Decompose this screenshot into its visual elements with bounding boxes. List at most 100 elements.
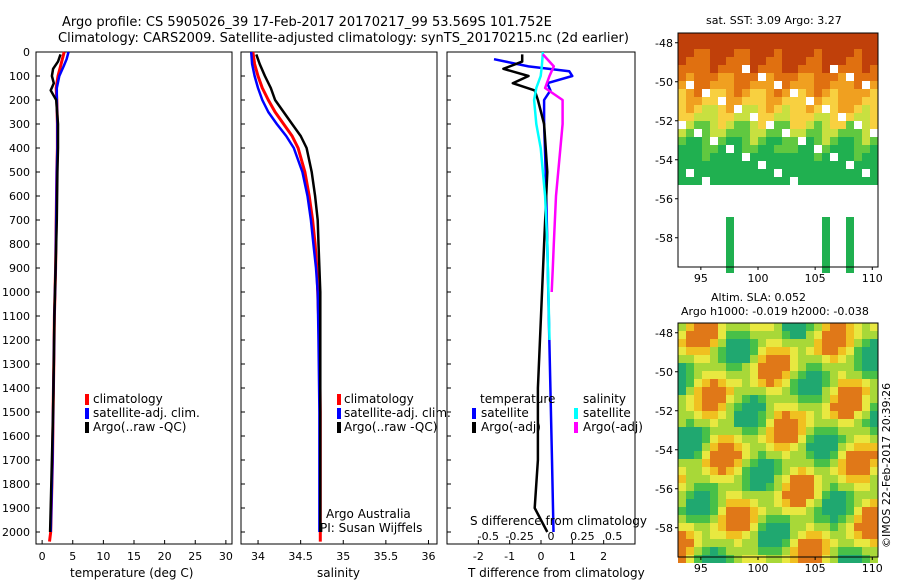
sla-cell bbox=[846, 435, 854, 443]
sst-cell bbox=[686, 201, 694, 209]
sst-cell bbox=[766, 57, 774, 65]
sla-cell bbox=[822, 419, 830, 427]
sst-cell bbox=[734, 217, 742, 225]
sst-cell bbox=[822, 185, 830, 193]
sst-cell bbox=[678, 241, 686, 249]
sla-cell bbox=[822, 363, 830, 371]
sla-cell bbox=[686, 555, 694, 563]
sst-cell bbox=[718, 265, 726, 273]
sst-cell bbox=[790, 201, 798, 209]
sst-cell bbox=[790, 153, 798, 161]
sst-cell bbox=[798, 137, 806, 145]
sla-cell bbox=[830, 507, 838, 515]
sla-cell bbox=[862, 491, 870, 499]
sst-cell bbox=[822, 145, 830, 153]
sla-cell bbox=[782, 515, 790, 523]
sst-cell bbox=[710, 33, 718, 41]
sst-cell bbox=[790, 89, 798, 97]
sst-cell bbox=[806, 65, 814, 73]
sla-cell bbox=[862, 467, 870, 475]
sst-cell bbox=[742, 33, 750, 41]
sst-cell bbox=[734, 177, 742, 185]
sla-cell bbox=[790, 483, 798, 491]
sst-cell bbox=[790, 41, 798, 49]
sst-cell bbox=[830, 113, 838, 121]
sla-cell bbox=[710, 379, 718, 387]
sst-cell bbox=[750, 145, 758, 153]
sla-cell bbox=[726, 475, 734, 483]
sla-cell bbox=[854, 531, 862, 539]
sst-cell bbox=[870, 89, 878, 97]
sst-cell bbox=[734, 33, 742, 41]
sst-cell bbox=[790, 233, 798, 241]
sst-cell bbox=[862, 169, 870, 177]
sst-cell bbox=[790, 177, 798, 185]
sst-cell bbox=[798, 241, 806, 249]
sla-cell bbox=[814, 419, 822, 427]
sla-cell bbox=[742, 547, 750, 555]
sst-cell bbox=[750, 233, 758, 241]
sla-cell bbox=[798, 515, 806, 523]
sla-cell bbox=[798, 419, 806, 427]
sla-cell bbox=[718, 363, 726, 371]
sst-cell bbox=[718, 113, 726, 121]
sst-cell bbox=[758, 41, 766, 49]
sla-cell bbox=[694, 507, 702, 515]
sla-cell bbox=[798, 331, 806, 339]
sla-cell bbox=[734, 371, 742, 379]
sla-cell bbox=[774, 379, 782, 387]
sst-cell bbox=[686, 81, 694, 89]
sla-cell bbox=[862, 403, 870, 411]
sst-cell bbox=[742, 161, 750, 169]
sla-cell bbox=[782, 483, 790, 491]
sst-cell bbox=[694, 33, 702, 41]
sst-cell bbox=[862, 233, 870, 241]
sla-cell bbox=[838, 467, 846, 475]
sla-cell bbox=[862, 411, 870, 419]
sla-cell bbox=[766, 499, 774, 507]
legend-swatch-argo bbox=[337, 422, 341, 433]
sst-cell bbox=[702, 185, 710, 193]
sla-cell bbox=[750, 443, 758, 451]
sla-cell bbox=[798, 547, 806, 555]
sla-cell bbox=[710, 547, 718, 555]
sst-cell bbox=[718, 129, 726, 137]
sla-cell bbox=[742, 387, 750, 395]
sla-cell bbox=[822, 515, 830, 523]
sla-cell bbox=[782, 363, 790, 371]
sla-cell bbox=[830, 347, 838, 355]
sla-cell bbox=[678, 467, 686, 475]
sla-cell bbox=[870, 547, 878, 555]
sla-cell bbox=[838, 323, 846, 331]
credit-pi: PI: Susan Wijffels bbox=[320, 521, 422, 535]
sla-cell bbox=[862, 443, 870, 451]
legend-swatch-temp-argo bbox=[472, 422, 476, 433]
sla-cell bbox=[750, 331, 758, 339]
sla-cell bbox=[846, 555, 854, 563]
sst-cell bbox=[686, 41, 694, 49]
sst-cell bbox=[846, 145, 854, 153]
sla-cell bbox=[710, 491, 718, 499]
sla-cell bbox=[702, 411, 710, 419]
sla-cell bbox=[702, 427, 710, 435]
sst-cell bbox=[798, 257, 806, 265]
sla-cell bbox=[678, 523, 686, 531]
sla-cell bbox=[806, 371, 814, 379]
sla-cell bbox=[694, 323, 702, 331]
sst-cell bbox=[710, 193, 718, 201]
sst-cell bbox=[742, 97, 750, 105]
sst-cell bbox=[854, 73, 862, 81]
sla-cell bbox=[782, 419, 790, 427]
sst-cell bbox=[718, 241, 726, 249]
series-line-argo-raw-qc- bbox=[48, 53, 62, 533]
sla-cell bbox=[734, 403, 742, 411]
sla-cell bbox=[766, 435, 774, 443]
sst-cell bbox=[758, 65, 766, 73]
sla-cell bbox=[814, 411, 822, 419]
sst-cell bbox=[686, 241, 694, 249]
sla-cell bbox=[846, 499, 854, 507]
sst-cell bbox=[798, 153, 806, 161]
sst-cell bbox=[710, 161, 718, 169]
sst-cell bbox=[838, 113, 846, 121]
sla-cell bbox=[726, 355, 734, 363]
